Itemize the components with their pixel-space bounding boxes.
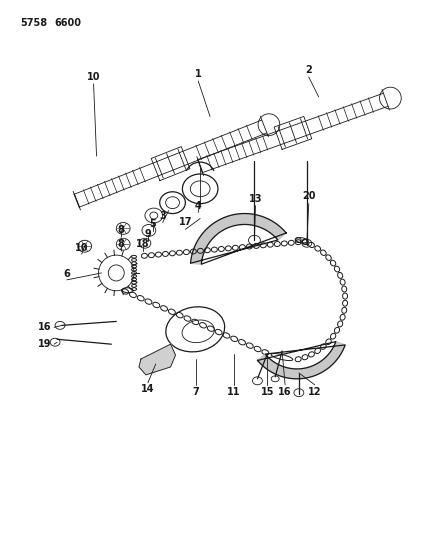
Text: 10: 10 [87, 72, 100, 82]
Text: 11: 11 [227, 386, 241, 397]
Text: 1: 1 [195, 69, 202, 79]
Text: 2: 2 [306, 65, 312, 75]
Polygon shape [258, 342, 345, 379]
Text: 8: 8 [118, 239, 125, 249]
Text: 14: 14 [141, 384, 155, 394]
Text: 13: 13 [249, 193, 262, 204]
Text: 3: 3 [159, 211, 166, 221]
Text: 16: 16 [278, 386, 292, 397]
Text: 16: 16 [38, 322, 51, 333]
Text: 5758: 5758 [21, 18, 48, 28]
Text: 8: 8 [118, 225, 125, 236]
Text: 12: 12 [308, 386, 321, 397]
Text: 20: 20 [302, 191, 315, 201]
Text: 15: 15 [261, 386, 274, 397]
Text: 6: 6 [64, 269, 70, 279]
Text: 4: 4 [195, 200, 202, 211]
Text: 5: 5 [149, 220, 156, 229]
Polygon shape [190, 214, 286, 264]
Polygon shape [139, 344, 175, 375]
Text: 19: 19 [38, 339, 51, 349]
Text: 9: 9 [145, 229, 151, 239]
Text: 10: 10 [75, 243, 89, 253]
Text: 7: 7 [193, 386, 199, 397]
Text: 6600: 6600 [54, 18, 81, 28]
Text: 17: 17 [178, 217, 192, 228]
Text: 18: 18 [136, 239, 150, 249]
